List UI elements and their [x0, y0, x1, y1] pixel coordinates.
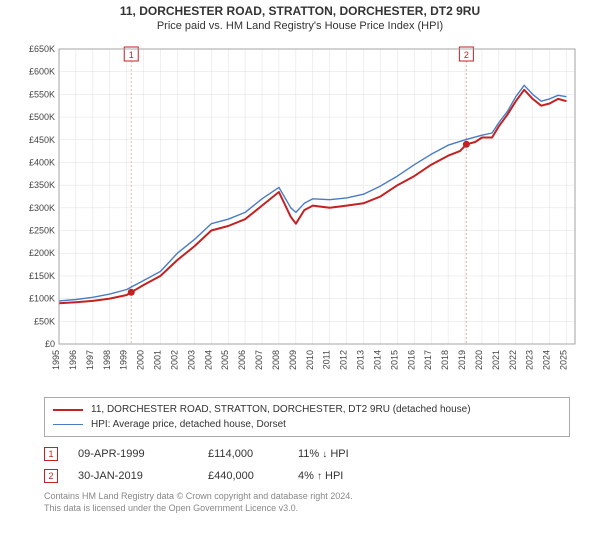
svg-text:£300K: £300K [29, 203, 55, 213]
sale-row: 1 09-APR-1999£114,00011% ↓ HPI [44, 447, 570, 461]
legend-row: 11, DORCHESTER ROAD, STRATTON, DORCHESTE… [53, 402, 561, 417]
svg-text:£550K: £550K [29, 89, 55, 99]
svg-text:2009: 2009 [288, 350, 298, 370]
sale-row: 2 30-JAN-2019£440,0004% ↑ HPI [44, 469, 570, 483]
license-line-1: Contains HM Land Registry data © Crown c… [44, 491, 570, 503]
svg-text:2010: 2010 [305, 350, 315, 370]
sale-marker-box: 1 [44, 447, 58, 461]
svg-text:1997: 1997 [85, 350, 95, 370]
svg-text:2005: 2005 [220, 350, 230, 370]
svg-text:2007: 2007 [254, 350, 264, 370]
sale-date: 09-APR-1999 [78, 448, 208, 460]
svg-text:1: 1 [129, 50, 134, 60]
svg-text:2011: 2011 [322, 350, 332, 369]
sale-price: £440,000 [208, 470, 298, 482]
legend-box: 11, DORCHESTER ROAD, STRATTON, DORCHESTE… [44, 397, 570, 437]
svg-text:2012: 2012 [339, 350, 349, 370]
svg-text:2021: 2021 [491, 350, 501, 370]
license-text: Contains HM Land Registry data © Crown c… [44, 491, 570, 514]
legend-label: HPI: Average price, detached house, Dors… [91, 419, 286, 430]
svg-text:2023: 2023 [525, 350, 535, 370]
svg-text:2025: 2025 [559, 350, 569, 370]
svg-text:1995: 1995 [51, 350, 61, 370]
svg-text:£400K: £400K [29, 157, 55, 167]
sale-marker-box: 2 [44, 469, 58, 483]
price-chart: £0 £50K £100K £150K £200K £250K £300K £350K £400… [15, 39, 585, 389]
title-line-2: Price paid vs. HM Land Registry's House … [0, 20, 600, 32]
svg-text:£200K: £200K [29, 248, 55, 258]
svg-text:£600K: £600K [29, 67, 55, 77]
svg-text:£450K: £450K [29, 135, 55, 145]
svg-text:2000: 2000 [136, 350, 146, 370]
svg-text:£500K: £500K [29, 112, 55, 122]
svg-text:2008: 2008 [271, 350, 281, 370]
svg-text:2017: 2017 [423, 350, 433, 370]
svg-text:2001: 2001 [153, 350, 163, 370]
svg-text:£0: £0 [45, 339, 55, 349]
svg-text:2018: 2018 [440, 350, 450, 370]
sale-rows: 1 09-APR-1999£114,00011% ↓ HPI 2 30-JAN-201… [44, 447, 570, 483]
svg-text:2016: 2016 [406, 350, 416, 370]
legend-row: HPI: Average price, detached house, Dors… [53, 417, 561, 432]
svg-text:2019: 2019 [457, 350, 467, 370]
legend-swatch [53, 424, 83, 425]
sale-date: 30-JAN-2019 [78, 470, 208, 482]
legend-label: 11, DORCHESTER ROAD, STRATTON, DORCHESTE… [91, 404, 471, 415]
svg-text:£50K: £50K [34, 316, 55, 326]
svg-text:2024: 2024 [542, 350, 552, 370]
svg-text:1999: 1999 [119, 350, 129, 370]
sale-price: £114,000 [208, 448, 298, 460]
svg-text:2006: 2006 [237, 350, 247, 370]
svg-text:£150K: £150K [29, 271, 55, 281]
svg-text:2003: 2003 [186, 350, 196, 370]
title-line-1: 11, DORCHESTER ROAD, STRATTON, DORCHESTE… [0, 4, 600, 18]
svg-text:2013: 2013 [356, 350, 366, 370]
sale-delta: 4% ↑ HPI [298, 470, 378, 482]
svg-text:£650K: £650K [29, 44, 55, 54]
svg-text:2014: 2014 [372, 350, 382, 370]
sale-delta: 11% ↓ HPI [298, 448, 378, 460]
license-line-2: This data is licensed under the Open Gov… [44, 503, 570, 515]
svg-text:1996: 1996 [68, 350, 78, 370]
chart-container: £0 £50K £100K £150K £200K £250K £300K £350K £400… [15, 39, 585, 389]
svg-text:1998: 1998 [102, 350, 112, 370]
svg-text:2: 2 [464, 50, 469, 60]
legend-swatch [53, 409, 83, 411]
svg-text:2020: 2020 [474, 350, 484, 370]
svg-text:2002: 2002 [169, 350, 179, 370]
svg-text:2015: 2015 [389, 350, 399, 370]
svg-text:£100K: £100K [29, 294, 55, 304]
chart-titles: 11, DORCHESTER ROAD, STRATTON, DORCHESTE… [0, 0, 600, 34]
svg-text:2004: 2004 [203, 350, 213, 370]
svg-text:2022: 2022 [508, 350, 518, 370]
svg-text:£350K: £350K [29, 180, 55, 190]
svg-text:£250K: £250K [29, 226, 55, 236]
